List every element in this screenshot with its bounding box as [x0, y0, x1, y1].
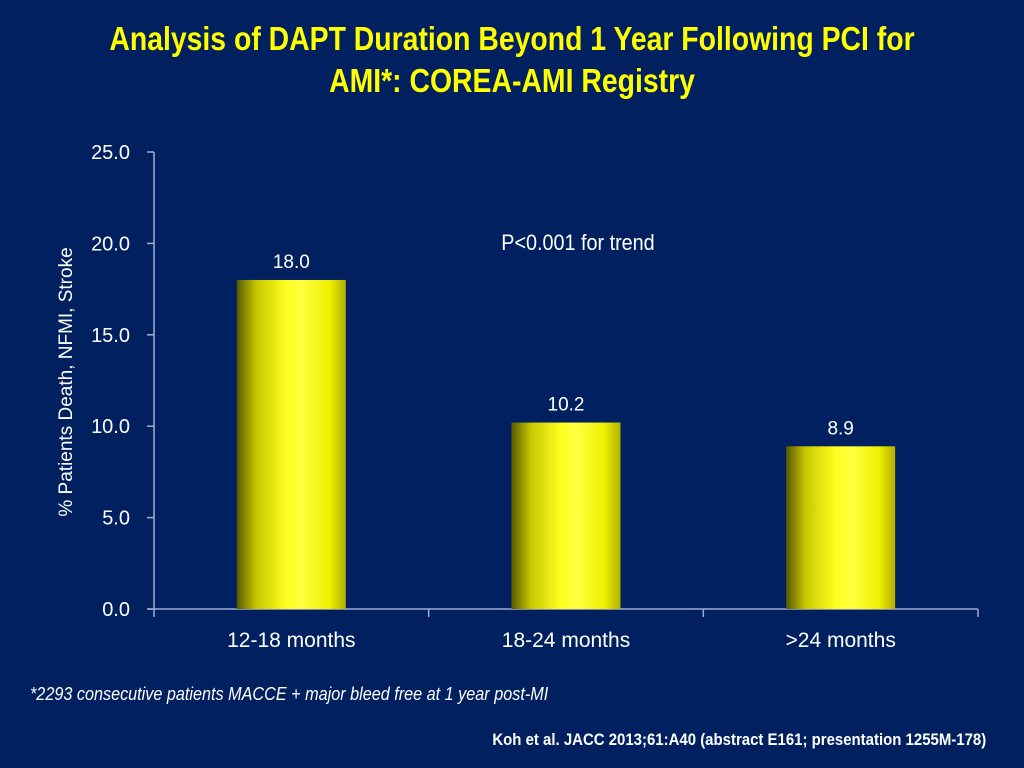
- data-label: 10.2: [548, 395, 585, 416]
- p-value-annotation: P<0.001 for trend: [501, 231, 654, 255]
- bar-3: [786, 446, 896, 609]
- title-line-1: Analysis of DAPT Duration Beyond 1 Year …: [109, 20, 915, 57]
- footnote: *2293 consecutive patients MACCE + major…: [30, 684, 549, 704]
- data-label: 8.9: [827, 418, 853, 439]
- x-category-label: 18-24 months: [502, 629, 630, 652]
- title-line-2: AMI*: COREA-AMI Registry: [329, 62, 695, 99]
- slide-title: Analysis of DAPT Duration Beyond 1 Year …: [72, 18, 953, 102]
- data-label: 18.0: [273, 252, 310, 273]
- x-category-label: >24 months: [786, 629, 896, 652]
- y-tick-label: 0.0: [102, 599, 130, 621]
- y-tick-label: 5.0: [102, 508, 130, 530]
- x-ticks: 12-18 months 18-24 months >24 months: [153, 609, 979, 652]
- y-axis-label: % Patients Death, NFMI, Stroke: [56, 247, 77, 516]
- y-tick-label: 20.0: [91, 233, 130, 255]
- bar-2: [511, 422, 621, 609]
- y-tick-label: 15.0: [91, 325, 130, 347]
- y-ticks: 0.0 5.0 10.0 15.0 20.0 25.0: [91, 142, 154, 621]
- y-tick-label: 10.0: [91, 416, 130, 438]
- bars: 18.0 10.2 8.9: [236, 252, 896, 609]
- y-tick-label: 25.0: [91, 142, 130, 164]
- bar-1: [236, 279, 346, 609]
- citation: Koh et al. JACC 2013;61:A40 (abstract E1…: [492, 730, 986, 749]
- x-category-label: 12-18 months: [227, 629, 355, 652]
